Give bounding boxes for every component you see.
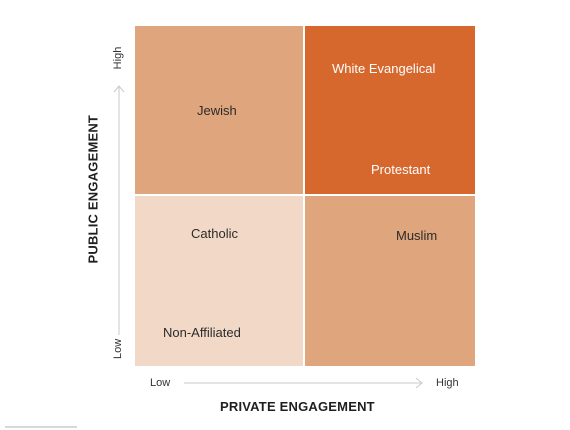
quadrant-high-public-high-private	[305, 26, 475, 194]
x-axis-title: PRIVATE ENGAGEMENT	[220, 399, 375, 414]
y-axis-low-label: Low	[112, 338, 124, 359]
label-protestant: Protestant	[371, 162, 431, 177]
quadrant-low-public-low-private	[135, 196, 303, 366]
label-white-evangelical: White Evangelical	[332, 61, 436, 76]
label-jewish: Jewish	[197, 103, 237, 118]
y-axis-high-label: High	[112, 46, 124, 70]
quadrant-high-public-low-private	[135, 26, 303, 194]
y-axis-arrow	[113, 85, 125, 335]
bottom-divider	[5, 426, 77, 428]
label-catholic: Catholic	[191, 226, 238, 241]
x-axis-low-label: Low	[150, 377, 171, 389]
label-muslim: Muslim	[396, 228, 438, 243]
x-axis-arrow	[184, 377, 423, 389]
x-axis-high-label: High	[436, 377, 459, 389]
y-axis-title: PUBLIC ENGAGEMENT	[85, 114, 101, 264]
label-non-affiliated: Non-Affiliated	[163, 325, 241, 340]
quadrant-low-public-high-private	[305, 196, 475, 366]
